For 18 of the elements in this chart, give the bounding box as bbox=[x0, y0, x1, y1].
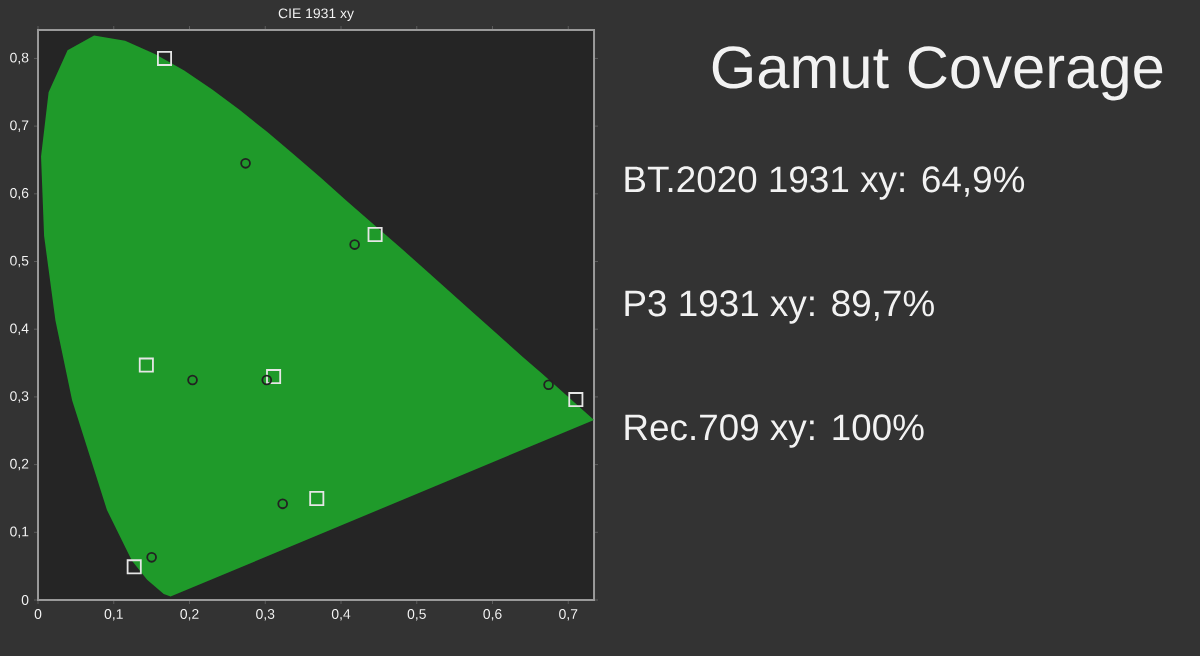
point bbox=[146, 552, 157, 563]
point bbox=[138, 357, 154, 373]
point bbox=[543, 379, 554, 391]
point bbox=[367, 226, 383, 242]
point bbox=[568, 392, 584, 408]
text: Gamut Coverage bbox=[712, 46, 1163, 101]
point bbox=[309, 490, 325, 506]
point bbox=[349, 239, 360, 250]
text: P3 1931 xy: 89,7% bbox=[625, 290, 934, 324]
text: BT.2020 1931 xy: 64,9% bbox=[625, 166, 1025, 200]
point bbox=[261, 374, 273, 386]
point bbox=[240, 158, 251, 169]
point bbox=[126, 559, 142, 575]
point bbox=[277, 498, 288, 510]
text: Rec.709 xy: 100% bbox=[625, 414, 924, 448]
point bbox=[157, 50, 173, 66]
point bbox=[266, 369, 282, 385]
point bbox=[187, 374, 198, 386]
